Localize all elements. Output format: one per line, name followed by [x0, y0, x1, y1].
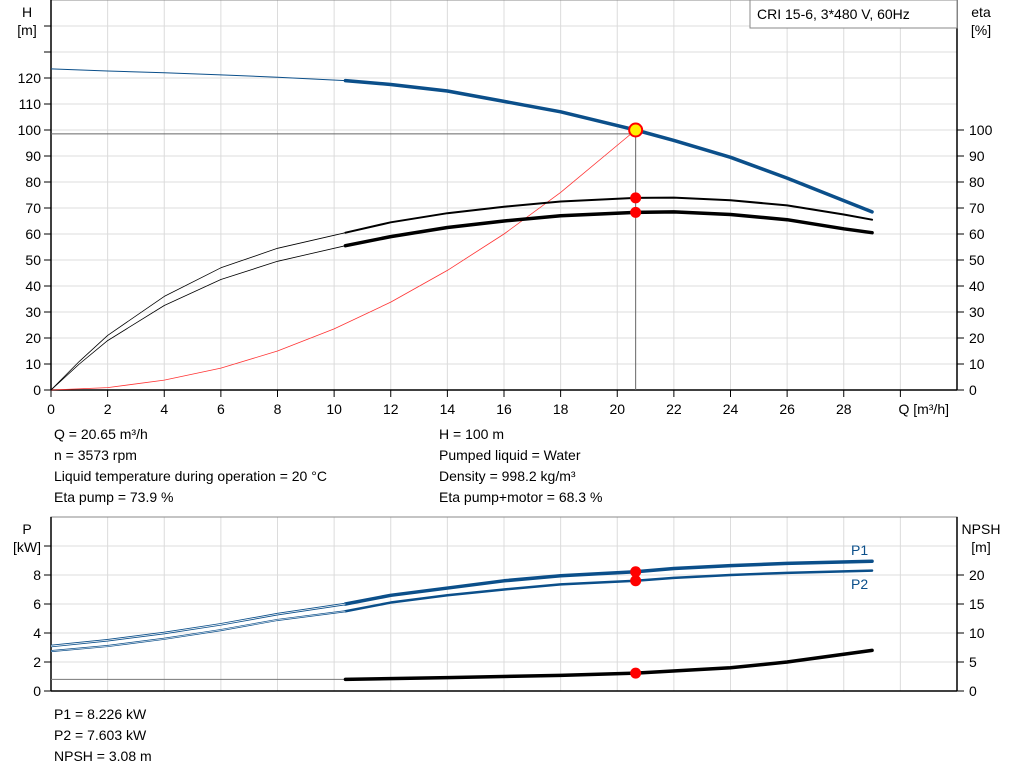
- y-right-tick-label: 80: [969, 174, 985, 190]
- y-right-tick-label: 5: [969, 654, 977, 670]
- y-right-tick-label: 0: [969, 683, 977, 699]
- y-tick-label: 8: [33, 567, 41, 583]
- x-tick-label: 8: [274, 401, 282, 417]
- info-eta-pump: Eta pump = 73.9 %: [54, 489, 174, 505]
- info-p2: P2 = 7.603 kW: [54, 727, 147, 743]
- info-top-right: H = 100 m Pumped liquid = Water Density …: [439, 424, 602, 508]
- y-tick-label: 6: [33, 596, 41, 612]
- head-curve-thick: [343, 78, 874, 214]
- y-right-tick-label: 90: [969, 148, 985, 164]
- y-right-tick-label: 50: [969, 252, 985, 268]
- info-liquid: Pumped liquid = Water: [439, 447, 581, 463]
- y-tick-label: 120: [18, 70, 42, 86]
- y-tick-label: 10: [25, 356, 41, 372]
- y-tick-label: 100: [18, 122, 42, 138]
- y-right-tick-label: 0: [969, 382, 977, 398]
- y-label-left: P: [22, 521, 31, 537]
- y-right-tick-label: 20: [969, 567, 985, 583]
- y-label-right: eta: [971, 4, 991, 20]
- y-tick-label: 40: [25, 278, 41, 294]
- eta-total-marker: [630, 206, 642, 218]
- x-tick-label: 14: [440, 401, 456, 417]
- y-label-left-unit: [kW]: [13, 539, 41, 555]
- p2-label: P2: [851, 576, 868, 592]
- p2-curve-thick: [344, 569, 874, 613]
- x-tick-label: 6: [217, 401, 225, 417]
- info-top-left: Q = 20.65 m³/h n = 3573 rpm Liquid tempe…: [54, 424, 327, 508]
- npsh-curve: [343, 648, 874, 682]
- y-label-left: H: [22, 4, 32, 20]
- info-bottom: P1 = 8.226 kW P2 = 7.603 kW NPSH = 3.08 …: [54, 704, 152, 767]
- y-tick-label: 110: [19, 96, 42, 112]
- y-right-tick-label: 20: [969, 330, 985, 346]
- eta-pump-curve-thin: [50, 232, 346, 391]
- info-p1: P1 = 8.226 kW: [54, 706, 147, 722]
- chart-title: CRI 15-6, 3*480 V, 60Hz: [757, 6, 910, 22]
- eta-total-curve-thin: [50, 245, 346, 391]
- x-axis-label: Q [m³/h]: [898, 401, 949, 417]
- x-tick-label: 18: [553, 401, 569, 417]
- info-speed: n = 3573 rpm: [54, 447, 137, 463]
- y-tick-label: 30: [25, 304, 41, 320]
- y-right-tick-label: 10: [969, 356, 985, 372]
- x-tick-label: 28: [836, 401, 852, 417]
- info-temperature: Liquid temperature during operation = 20…: [54, 468, 327, 484]
- y-right-tick-label: 60: [969, 226, 985, 242]
- x-tick-label: 26: [779, 401, 795, 417]
- y-tick-label: 2: [33, 654, 41, 670]
- y-right-tick-label: 100: [969, 122, 993, 138]
- x-tick-label: 4: [160, 401, 168, 417]
- npsh-marker: [630, 667, 642, 679]
- info-eta-total: Eta pump+motor = 68.3 %: [439, 489, 603, 505]
- x-tick-label: 10: [326, 401, 342, 417]
- y-label-right-unit: [m]: [971, 539, 990, 555]
- y-tick-label: 70: [25, 200, 41, 216]
- y-right-tick-label: 10: [969, 625, 985, 641]
- y-tick-label: 0: [33, 683, 41, 699]
- y-tick-label: 60: [25, 226, 41, 242]
- title-box: [749, 0, 958, 29]
- y-right-tick-label: 40: [969, 278, 985, 294]
- p1-curve-thick: [343, 559, 874, 606]
- info-density: Density = 998.2 kg/m³: [439, 468, 576, 484]
- p1-thin-core: [50, 603, 346, 647]
- p1-label: P1: [851, 542, 868, 558]
- head-curve-thin: [50, 68, 346, 82]
- x-tick-label: 22: [666, 401, 682, 417]
- y-tick-label: 20: [25, 330, 41, 346]
- duty-point-marker: [628, 122, 644, 138]
- x-tick-label: 16: [496, 401, 512, 417]
- y-right-tick-label: 30: [969, 304, 985, 320]
- x-tick-label: 0: [47, 401, 55, 417]
- eta-pump-marker: [630, 192, 642, 204]
- y-tick-label: 0: [33, 382, 41, 398]
- x-tick-label: 12: [383, 401, 399, 417]
- x-tick-label: 24: [723, 401, 739, 417]
- p1-marker: [630, 566, 642, 578]
- y-label-right-unit: [%]: [971, 22, 991, 38]
- p2-curve-thin: [50, 610, 346, 653]
- info-npsh: NPSH = 3.08 m: [54, 748, 152, 764]
- x-tick-label: 2: [104, 401, 112, 417]
- y-label-right: NPSH: [962, 521, 1001, 537]
- y-tick-label: 80: [25, 174, 41, 190]
- p2-thin-core: [50, 610, 346, 652]
- y-tick-label: 50: [25, 252, 41, 268]
- y-tick-label: 4: [33, 625, 41, 641]
- y-tick-label: 90: [25, 148, 41, 164]
- x-tick-label: 20: [609, 401, 625, 417]
- info-q: Q = 20.65 m³/h: [54, 426, 148, 442]
- info-h: H = 100 m: [439, 426, 504, 442]
- y-label-left-unit: [m]: [17, 22, 36, 38]
- p2-marker: [630, 575, 642, 587]
- y-right-tick-label: 15: [969, 596, 985, 612]
- y-right-tick-label: 70: [969, 200, 985, 216]
